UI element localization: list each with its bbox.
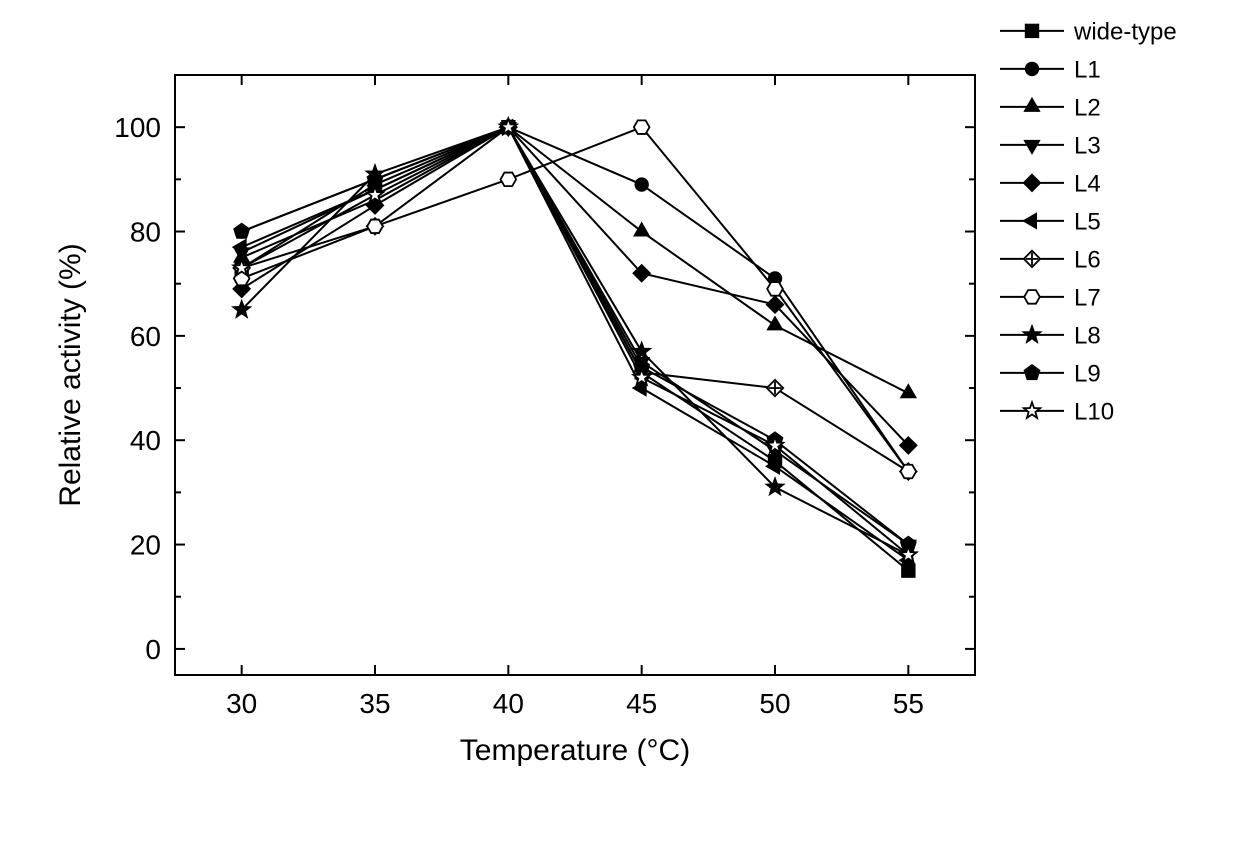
y-tick-label: 80 (130, 217, 161, 248)
series-L7-marker (501, 173, 517, 187)
y-tick-label: 20 (130, 530, 161, 561)
legend-L5-marker (1024, 214, 1036, 228)
series-line-L4 (242, 127, 909, 445)
series-L9-marker (234, 224, 249, 238)
legend-label-L3: L3 (1074, 132, 1101, 159)
legend-L8-marker (1024, 326, 1040, 341)
legend-label-L1: L1 (1074, 56, 1101, 83)
legend-label-L2: L2 (1074, 94, 1101, 121)
series-L7-marker (634, 120, 650, 134)
plot-frame (175, 75, 975, 675)
series-L7-marker (767, 282, 783, 296)
y-tick-label: 40 (130, 425, 161, 456)
legend-label-wide-type: wide-type (1073, 18, 1177, 45)
series-L2-marker (768, 317, 782, 329)
legend-label-L9: L9 (1074, 360, 1101, 387)
legend-L2-marker (1025, 99, 1039, 111)
legend-wide-type-marker (1026, 25, 1039, 38)
series-L4-marker (367, 197, 383, 213)
y-tick-label: 0 (145, 634, 161, 665)
legend-L9-marker (1025, 365, 1040, 379)
legend-label-L6: L6 (1074, 246, 1101, 273)
legend-L10-marker (1024, 402, 1040, 417)
y-tick-label: 60 (130, 321, 161, 352)
series-L7-marker (901, 465, 917, 479)
legend-label-L4: L4 (1074, 170, 1101, 197)
legend-L1-marker (1026, 63, 1039, 76)
x-tick-label: 55 (893, 688, 924, 719)
legend-L3-marker (1025, 141, 1039, 153)
series-L7-marker (367, 220, 383, 234)
legend-label-L7: L7 (1074, 284, 1101, 311)
legend-label-L8: L8 (1074, 322, 1101, 349)
series-line-L2 (242, 127, 909, 393)
legend-L4-marker (1024, 175, 1040, 191)
x-tick-label: 50 (759, 688, 790, 719)
x-tick-label: 45 (626, 688, 657, 719)
legend-label-L10: L10 (1074, 398, 1114, 425)
y-tick-label: 100 (114, 112, 161, 143)
line-chart: 30 35 40 45 50 55 0 20 40 60 80 100 Temperature (°C)… (0, 0, 1240, 847)
x-tick-label: 35 (359, 688, 390, 719)
series-L2-marker (635, 223, 649, 235)
series-L1-marker (635, 178, 648, 191)
x-axis-label: Temperature (°C) (460, 734, 690, 767)
x-tick-label: 40 (493, 688, 524, 719)
y-axis-label: Relative activity (%) (54, 243, 87, 506)
x-tick-label: 30 (226, 688, 257, 719)
legend-L7-marker (1024, 290, 1040, 304)
legend-label-L5: L5 (1074, 208, 1101, 235)
